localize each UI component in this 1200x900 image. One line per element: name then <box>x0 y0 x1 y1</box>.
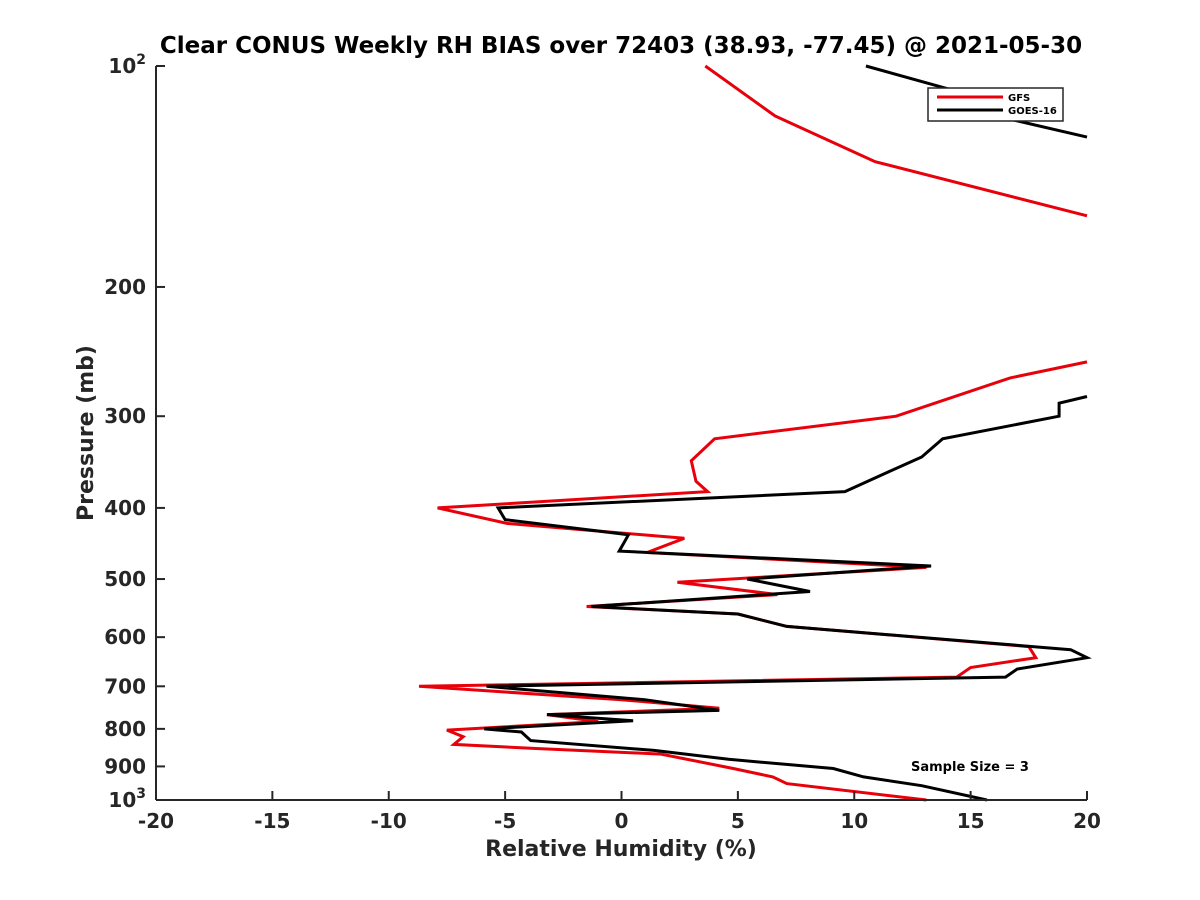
y-tick-label: 200 <box>104 275 146 299</box>
y-tick-label: 500 <box>104 567 146 591</box>
series-line-gfs <box>704 64 1088 218</box>
y-tick-label: 102 <box>108 52 146 78</box>
x-tick-label: 15 <box>957 809 985 833</box>
x-tick-label: 10 <box>840 809 868 833</box>
x-ticks: -20 -15 -10 -5 0 5 10 15 20 <box>138 791 1101 833</box>
x-tick-label: 0 <box>615 809 629 833</box>
y-tick-label: 700 <box>104 674 146 698</box>
y-tick-label: 400 <box>104 496 146 520</box>
y-tick-label: 600 <box>104 625 146 649</box>
y-axis-label: Pressure (mb) <box>74 345 99 521</box>
y-tick-label: 800 <box>104 717 146 741</box>
legend-box <box>927 87 1064 122</box>
x-tick-label: 20 <box>1073 809 1101 833</box>
x-axis-label: Relative Humidity (%) <box>485 837 757 862</box>
x-tick-label: -15 <box>254 809 290 833</box>
legend: GFS GOES-16 <box>927 87 1064 122</box>
series-line-goes16 <box>484 395 1092 802</box>
x-tick-label: 5 <box>731 809 745 833</box>
y-ticks: 102 200 300 400 500 600 700 800 900 103 <box>104 52 165 812</box>
plot-lines <box>418 64 1092 802</box>
chart-title: Clear CONUS Weekly RH BIAS over 72403 (3… <box>160 33 1082 59</box>
legend-label-gfs: GFS <box>1008 93 1030 104</box>
axes <box>155 66 1087 801</box>
x-tick-label: -5 <box>494 809 516 833</box>
legend-label-goes16: GOES-16 <box>1008 106 1057 117</box>
y-tick-label: 103 <box>108 786 146 812</box>
x-tick-label: -10 <box>371 809 407 833</box>
x-tick-label: -20 <box>138 809 174 833</box>
sample-size-annotation: Sample Size = 3 <box>911 760 1029 775</box>
y-tick-label: 900 <box>104 754 146 778</box>
y-tick-label: 300 <box>104 404 146 428</box>
